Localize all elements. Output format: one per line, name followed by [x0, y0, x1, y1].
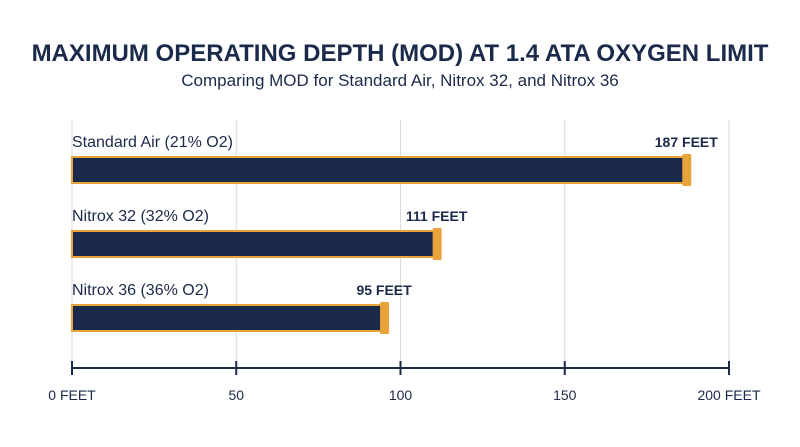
- bars: Standard Air (21% O2) 187 FEET Nitrox 32 (…: [71, 134, 718, 334]
- bar: [71, 230, 438, 258]
- chart-title: MAXIMUM OPERATING DEPTH (MOD) AT 1.4 ATA…: [32, 40, 769, 67]
- category-label: Standard Air (21% O2): [72, 134, 233, 151]
- x-tick-label: 50: [228, 387, 244, 403]
- value-label: 111 FEET: [406, 208, 468, 224]
- value-label: 95 FEET: [356, 282, 412, 298]
- x-tick-label: 100: [389, 387, 413, 403]
- category-label: Nitrox 32 (32% O2): [72, 208, 209, 225]
- chart-subtitle: Comparing MOD for Standard Air, Nitrox 3…: [181, 71, 618, 90]
- x-tick-label: 150: [553, 387, 577, 403]
- bar-end-cap: [432, 228, 442, 260]
- x-axis: 0 FEET 50 100 150 200 FEET: [48, 361, 761, 403]
- x-tick-label: 0 FEET: [48, 387, 96, 403]
- value-label: 187 FEET: [655, 134, 718, 150]
- x-tick-label: 200 FEET: [697, 387, 760, 403]
- bar-end-cap: [682, 154, 692, 186]
- category-label: Nitrox 36 (36% O2): [72, 282, 209, 299]
- bar: [71, 156, 688, 184]
- bar: [71, 304, 386, 332]
- bar-end-cap: [380, 302, 390, 334]
